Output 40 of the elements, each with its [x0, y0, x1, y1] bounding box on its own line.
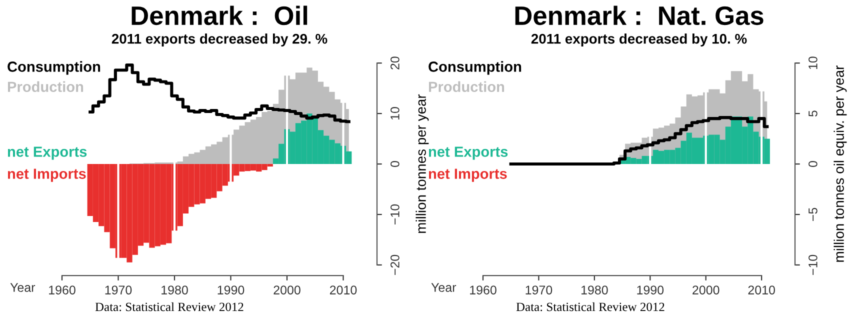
text: Data: Statistical Review 2012	[516, 302, 664, 312]
x-tick-label: 1970	[526, 286, 552, 294]
series-label: net Imports	[8, 168, 86, 182]
y-tick-label: −20	[390, 254, 400, 275]
x-tick-label: 1960	[49, 286, 76, 294]
text: Data: Statistical Review 2012	[95, 302, 244, 312]
y-tick-label: −10	[390, 204, 400, 224]
x-tick-label: 2000	[692, 286, 720, 294]
chart-title: Denmark : Oil	[132, 6, 308, 26]
y-tick-label: 10	[808, 56, 818, 70]
x-tick-label: 2010	[330, 286, 357, 294]
text: net Exports	[8, 146, 87, 160]
x-tick-label: 1990	[218, 286, 244, 294]
legend-label: net Imports	[428, 168, 507, 182]
y-tick-label: 0	[808, 161, 818, 167]
chart-title: Denmark : Nat. Gas	[515, 6, 764, 26]
y-axis-title: million tonnes per year	[416, 94, 429, 233]
x-axis-title: Year	[10, 283, 36, 292]
chart-subtitle: 2011 exports decreased by 10. %	[531, 34, 747, 46]
y-tick-label: 5	[808, 110, 818, 116]
text: Production	[428, 81, 504, 92]
x-tick-label: 1980	[581, 286, 608, 294]
y-tick-label: 20	[390, 56, 400, 70]
x-tick-label: 2010	[748, 286, 775, 294]
x-axis-title: Year	[431, 283, 456, 292]
y-tick-label: −5	[808, 208, 818, 221]
x-tick-label: 1980	[162, 286, 188, 294]
chart-subtitle: 2011 exports decreased by 29. %	[112, 34, 328, 46]
y-axis-title: million tonnes oil equiv. per year	[834, 66, 847, 262]
text: net Exports	[428, 146, 508, 160]
x-tick-label: 1970	[105, 286, 132, 294]
x-tick-label: 1990	[637, 286, 664, 294]
y-tick-label: 0	[390, 161, 400, 167]
y-tick-label: −10	[808, 254, 818, 275]
text: Production	[8, 81, 84, 92]
x-tick-label: 1960	[470, 286, 496, 294]
x-tick-label: 2000	[274, 286, 300, 294]
text: Consumption	[428, 61, 522, 75]
series-label: Consumption	[8, 61, 100, 75]
y-tick-label: 10	[390, 107, 400, 120]
